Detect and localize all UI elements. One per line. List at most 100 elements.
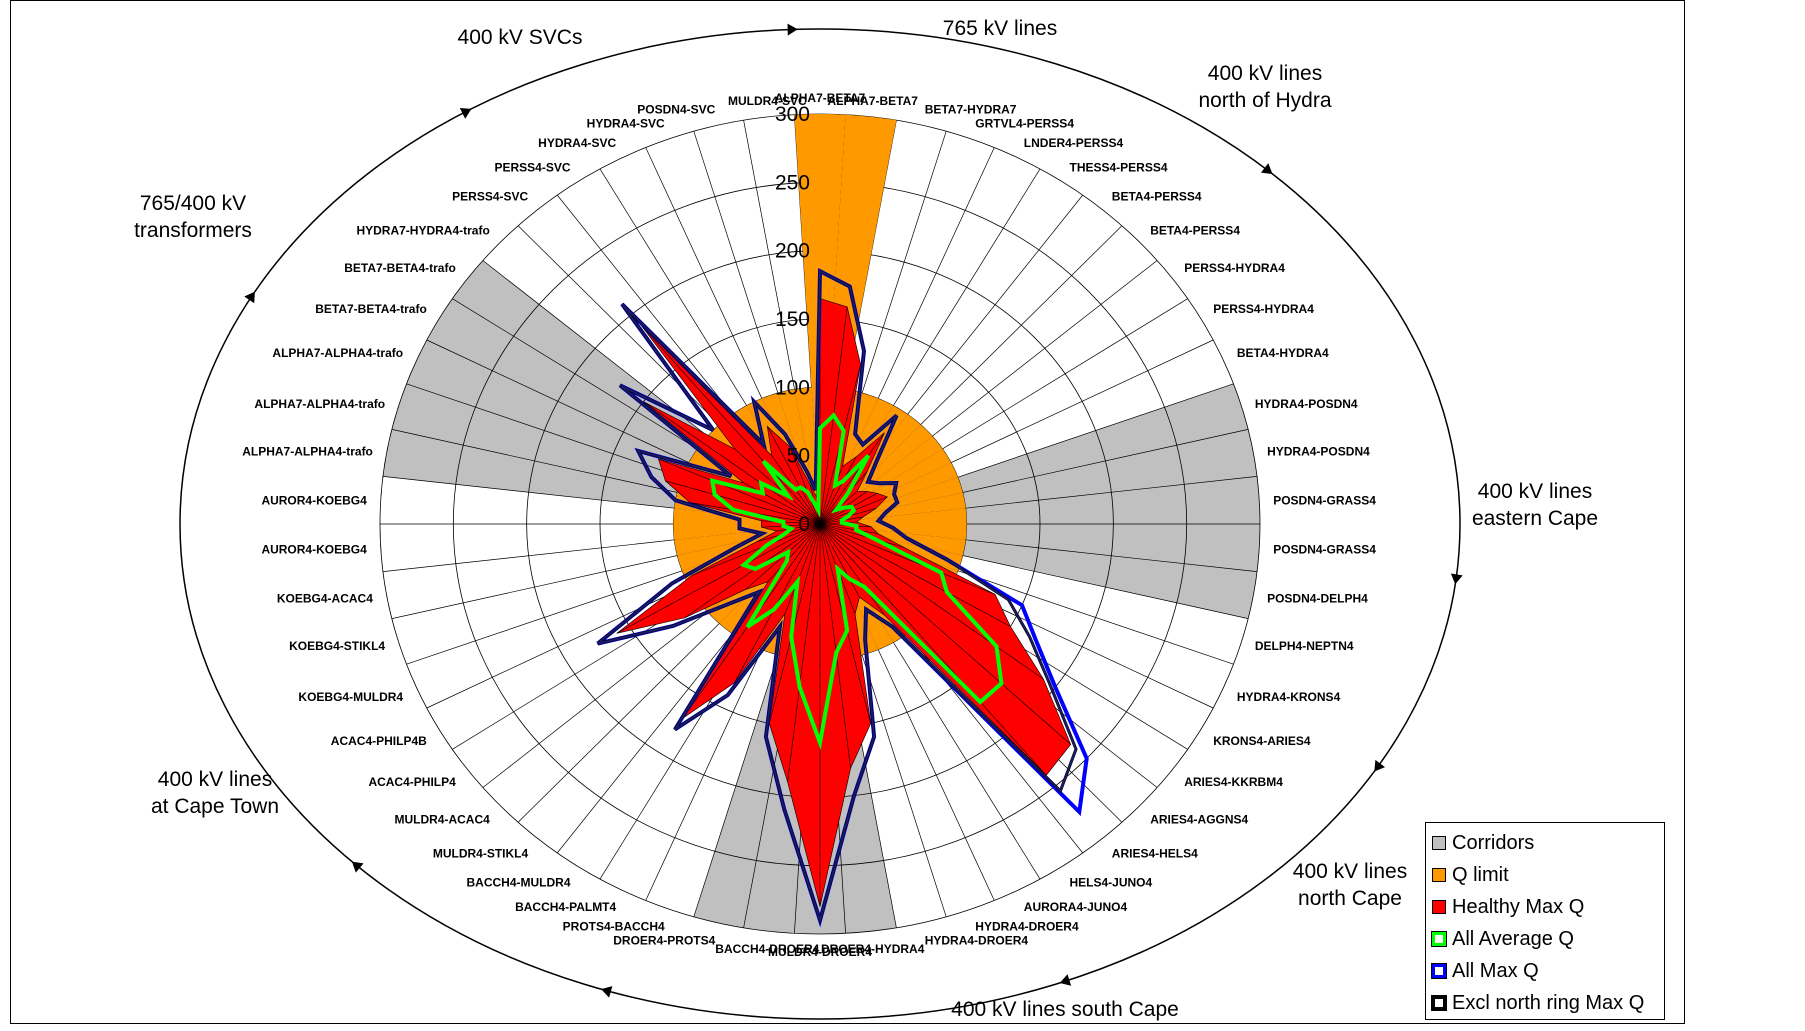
category-label-38: KOEBG4-STIKL4 — [289, 639, 385, 653]
category-label-35: ACAC4-PHILP4 — [368, 775, 456, 789]
category-label-43: ALPHA7-ALPHA4-trafo — [254, 397, 385, 411]
category-label-6: BETA4-PERSS4 — [1112, 190, 1202, 204]
category-label-53: MULDR4-SVC — [728, 94, 807, 108]
group-label-1: 400 kV lines north of Hydra — [1198, 62, 1331, 112]
category-label-33: MULDR4-STIKL4 — [433, 846, 529, 860]
legend-item-2: Healthy Max Q — [1432, 891, 1658, 923]
category-label-12: HYDRA4-POSDN4 — [1267, 445, 1370, 459]
group-label-line: transformers — [134, 219, 252, 242]
category-label-16: DELPH4-NEPTN4 — [1255, 639, 1354, 653]
legend-label: All Max Q — [1452, 959, 1539, 982]
group-arrow-0 — [787, 23, 798, 36]
category-label-0: ALPHA7-BETA7 — [775, 91, 866, 105]
category-label-5: THESS4-PERSS4 — [1070, 160, 1168, 174]
category-label-30: PROTS4-BACCH4 — [563, 920, 665, 934]
category-label-9: PERSS4-HYDRA4 — [1213, 302, 1314, 316]
category-label-15: POSDN4-DELPH4 — [1267, 591, 1368, 605]
group-label-2: 400 kV lines eastern Cape — [1472, 480, 1598, 530]
category-label-24: HYDRA4-DROER4 — [975, 920, 1079, 934]
legend-label: Corridors — [1452, 831, 1535, 854]
group-ring — [179, 28, 1461, 1020]
category-label-1: ALPHA7-BETA7 — [827, 94, 918, 108]
radial-tick-4: 200 — [775, 240, 810, 263]
group-label-line: 765/400 kV — [140, 192, 246, 215]
category-label-13: POSDN4-GRASS4 — [1273, 494, 1376, 508]
category-label-40: AUROR4-KOEBG4 — [261, 543, 367, 557]
category-label-47: HYDRA7-HYDRA4-trafo — [356, 223, 489, 237]
category-label-2: BETA7-HYDRA7 — [925, 102, 1017, 116]
category-label-44: ALPHA7-ALPHA4-trafo — [272, 346, 403, 360]
healthy-spoke-39 — [776, 523, 821, 532]
healthy-spoke-13 — [819, 521, 857, 525]
healthy-spoke-51 — [789, 446, 821, 525]
radial-tick-2: 100 — [775, 376, 810, 399]
category-label-50: HYDRA4-SVC — [538, 136, 616, 150]
legend-item-0: Corridors — [1432, 827, 1658, 859]
healthy-spoke-44 — [658, 458, 821, 525]
healthy-spoke-22 — [819, 523, 885, 616]
group-label-line: north of Hydra — [1198, 89, 1331, 112]
group-label-line: 400 kV lines — [158, 768, 272, 791]
category-label-8: PERSS4-HYDRA4 — [1184, 261, 1285, 275]
group-arrow-7 — [244, 291, 255, 304]
group-arrow-4 — [1059, 974, 1072, 986]
category-label-39: KOEBG4-ACAC4 — [277, 591, 373, 605]
healthy-spoke-16 — [819, 523, 905, 548]
group-label-line: north Cape — [1298, 887, 1402, 910]
radial-tick-5: 250 — [775, 171, 810, 194]
category-label-46: BETA7-BETA4-trafo — [344, 261, 456, 275]
healthy-spoke-3 — [819, 466, 843, 525]
category-label-48: PERSS4-SVC — [452, 190, 528, 204]
legend-label: All Average Q — [1452, 927, 1574, 950]
category-label-23: AURORA4-JUNO4 — [1024, 900, 1128, 914]
radial-tick-3: 150 — [775, 308, 810, 331]
healthy-spoke-46 — [643, 401, 821, 525]
category-label-32: BACCH4-MULDR4 — [467, 876, 571, 890]
group-arrow-8 — [459, 108, 472, 119]
healthy-spoke-26 — [819, 523, 851, 769]
legend-swatch — [1432, 868, 1446, 882]
healthy-spoke-4 — [819, 456, 857, 525]
category-label-25: HYDRA4-DROER4 — [925, 934, 1029, 948]
category-label-14: POSDN4-GRASS4 — [1273, 543, 1376, 557]
category-label-20: ARIES4-AGGNS4 — [1150, 813, 1248, 827]
category-label-19: ARIES4-KKRBM4 — [1184, 775, 1283, 789]
healthy-spoke-37 — [691, 523, 821, 576]
category-label-4: LNDER4-PERSS4 — [1024, 136, 1124, 150]
group-label-3: 400 kV lines north Cape — [1293, 860, 1407, 910]
healthy-spoke-18 — [819, 523, 1011, 627]
category-label-3: GRTVL4-PERSS4 — [975, 116, 1074, 130]
category-label-41: AUROR4-KOEBG4 — [261, 494, 367, 508]
group-label-5: 400 kV lines at Cape Town — [151, 768, 279, 818]
legend-item-5: Excl north ring Max Q — [1431, 987, 1658, 1019]
category-label-10: BETA4-HYDRA4 — [1237, 346, 1329, 360]
excl-north-ring-inner-line — [597, 269, 1078, 924]
healthy-spoke-40 — [761, 523, 821, 528]
group-label-line: 400 kV lines south Cape — [951, 998, 1179, 1021]
healthy-spoke-28 — [787, 523, 821, 782]
category-label-29: DROER4-PROTS4 — [613, 934, 715, 948]
group-label-7: 400 kV SVCs — [458, 26, 583, 49]
radial-tick-6: 300 — [775, 103, 810, 126]
healthy-spoke-33 — [767, 523, 821, 582]
category-label-18: KRONS4-ARIES4 — [1213, 734, 1311, 748]
healthy-spoke-47 — [734, 448, 821, 525]
radial-ticks: 0 50 100 150 200 250 300 — [775, 103, 810, 536]
healthy-spoke-36 — [616, 523, 821, 634]
group-label-line: 765 kV lines — [943, 17, 1057, 40]
healthy-spoke-50 — [767, 426, 821, 525]
legend-label: Q limit — [1452, 863, 1509, 886]
group-arrow-3 — [1374, 759, 1385, 772]
group-label-line: 400 kV SVCs — [458, 26, 583, 49]
category-label-22: HELS4-JUNO4 — [1070, 876, 1153, 890]
category-label-11: HYDRA4-POSDN4 — [1255, 397, 1358, 411]
radial-tick-0: 0 — [798, 513, 810, 536]
category-label-51: HYDRA4-SVC — [587, 116, 665, 130]
group-arrow-2 — [1450, 573, 1463, 585]
category-label-36: ACAC4-PHILP4B — [331, 734, 427, 748]
healthy-spoke-48 — [640, 324, 821, 525]
category-label-7: BETA4-PERSS4 — [1150, 223, 1240, 237]
radial-tick-1: 50 — [787, 445, 810, 468]
